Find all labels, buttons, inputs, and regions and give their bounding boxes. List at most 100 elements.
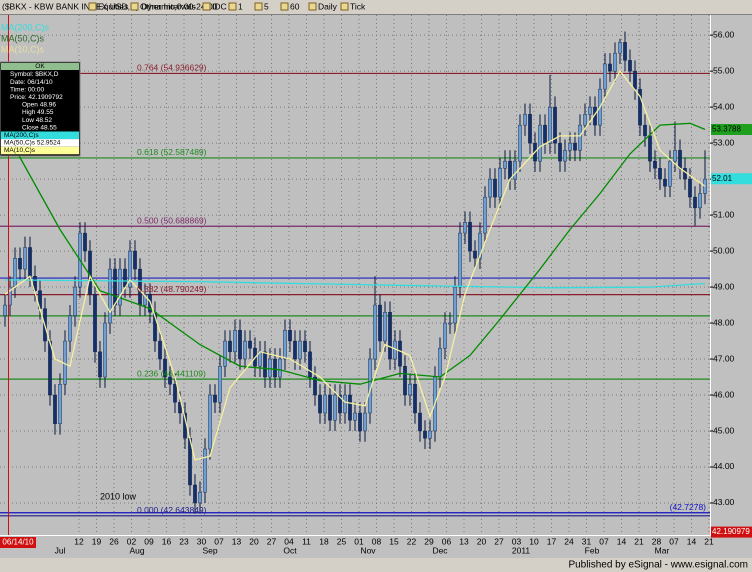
candle-body <box>548 106 552 144</box>
toolbar-item[interactable]: Tick <box>350 1 366 11</box>
candle-body <box>693 196 697 209</box>
toolbar-item[interactable]: Other Intervals <box>140 1 196 11</box>
candle-body <box>93 294 97 353</box>
candle-body <box>103 322 107 378</box>
candle-body <box>608 63 612 72</box>
candle-body <box>268 358 272 378</box>
info-row: MA(200,C)s <box>4 132 39 139</box>
candle-body <box>668 160 672 187</box>
candle-body <box>398 340 402 367</box>
x-tick-label: 13 <box>459 536 469 546</box>
x-tick-label: 07 <box>599 536 609 546</box>
footer-bg <box>0 558 752 572</box>
toolbar-icon <box>202 2 211 11</box>
candle-body <box>288 330 292 342</box>
footer: Published by eSignal - www.esignal.com <box>568 560 748 571</box>
chart-title: ($BKX - KBW BANK INDEX USD,D) Dynamic,0:… <box>2 1 218 11</box>
candle-body <box>233 330 237 353</box>
y-tick-label: 44.00 <box>713 461 735 471</box>
candle-body <box>228 340 232 353</box>
toolbar-item[interactable]: 1 <box>238 1 243 11</box>
x-tick-label: 23 <box>179 536 189 546</box>
candle-body <box>428 430 432 439</box>
fib-label: 0.500 (50.688869) <box>137 216 207 226</box>
candle-body <box>208 394 212 450</box>
x-tick-label: 18 <box>319 536 329 546</box>
y-tick-label: 46.00 <box>713 389 735 399</box>
info-row: MA(50,C)s 52.9524 <box>4 140 61 147</box>
x-tick-label: 15 <box>389 536 399 546</box>
x-tick-label: 02 <box>127 536 137 546</box>
candle-body <box>613 52 617 72</box>
price-box-label: 42.190979 <box>712 527 750 536</box>
legend-entry: MA(50,C)s <box>1 33 45 43</box>
x-tick-label: 14 <box>617 536 627 546</box>
toolbar-item[interactable]: Daily <box>318 1 338 11</box>
candle-body <box>518 124 522 162</box>
candle-body <box>68 315 72 342</box>
candle-body <box>218 366 222 403</box>
candle-body <box>618 42 622 54</box>
candle-body <box>273 358 277 378</box>
toolbar-icon <box>228 2 237 11</box>
candle-body <box>523 114 527 126</box>
candle-body <box>513 160 517 180</box>
candle-body <box>293 340 297 360</box>
candle-body <box>308 351 312 378</box>
candle-body <box>468 222 472 252</box>
candle-body <box>83 232 87 252</box>
x-tick-label: 09 <box>144 536 154 546</box>
candle-body <box>263 351 267 378</box>
y-tick-label: 49.00 <box>713 281 735 291</box>
toolbar-items: Equities Other Intervals IDC 1 5 60 Daily Tick <box>88 1 366 11</box>
candle-body <box>403 366 407 396</box>
y-tick-label: 53.00 <box>713 137 735 147</box>
price-box <box>711 526 752 538</box>
info-row: Date: 06/14/10 <box>10 79 53 86</box>
candle-body <box>143 294 147 306</box>
level-label: (42.7278) <box>670 502 707 512</box>
candle-body <box>558 142 562 162</box>
candle-body <box>173 384 177 403</box>
price-box <box>711 123 752 135</box>
toolbar-item[interactable]: Equities <box>98 1 128 11</box>
candle-body <box>643 124 647 137</box>
x-tick-label: 20 <box>249 536 259 546</box>
x-tick-label: 22 <box>407 536 417 546</box>
info-row: High 49.55 <box>22 109 54 116</box>
candle-body <box>278 358 282 378</box>
x-tick-label: 31 <box>582 536 592 546</box>
x-tick-label: 03 <box>512 536 522 546</box>
y-tick-label: 47.00 <box>713 353 735 363</box>
candle-body <box>383 312 387 342</box>
candle-body <box>363 412 367 432</box>
candle-body <box>628 60 632 72</box>
ma-line <box>4 122 706 385</box>
x-tick-label: 20 <box>477 536 487 546</box>
price-box <box>711 173 752 185</box>
candle-body <box>163 358 167 378</box>
candle-body <box>508 160 512 180</box>
y-tick-label: 50.00 <box>713 245 735 255</box>
candle-body <box>418 412 422 432</box>
toolbar-item[interactable]: 60 <box>290 1 300 11</box>
x-tick-label: 07 <box>214 536 224 546</box>
x-tick-label: 30 <box>197 536 207 546</box>
candle-body <box>18 258 22 270</box>
y-tick-label: 43.00 <box>713 497 735 507</box>
toolbar-item[interactable]: IDC <box>212 1 227 11</box>
candle-body <box>128 250 132 288</box>
toolbar <box>0 0 752 14</box>
candle-body <box>303 340 307 353</box>
candle-body <box>353 412 357 421</box>
candle-body <box>568 142 572 151</box>
candle-body <box>658 168 662 180</box>
candle-body <box>538 124 542 162</box>
labels: 56.0055.0054.0053.0052.0051.0050.0049.00… <box>55 29 752 555</box>
x-tick-label: 13 <box>232 536 242 546</box>
info-row-bg <box>1 146 79 155</box>
candle-body <box>408 384 412 396</box>
toolbar-item[interactable]: 5 <box>264 1 269 11</box>
